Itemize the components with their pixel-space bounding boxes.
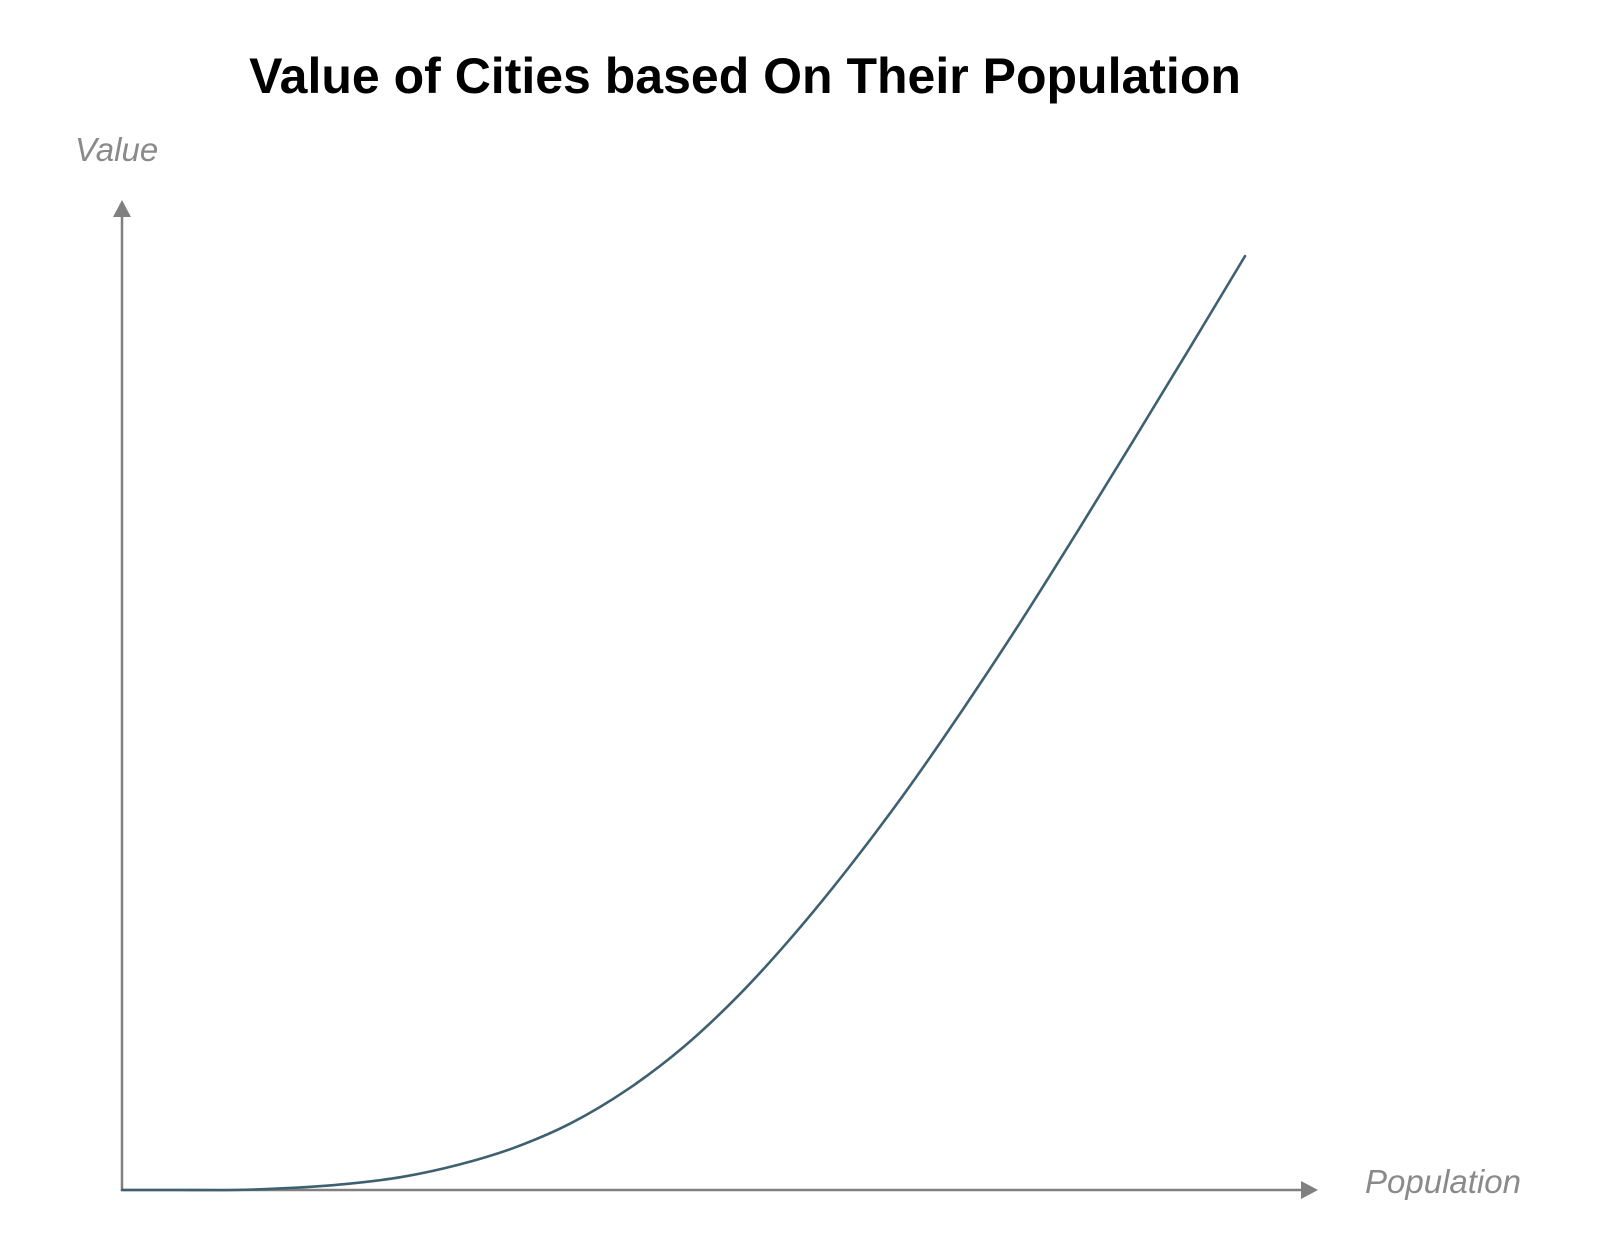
chart-title: Value of Cities based On Their Populatio… (249, 48, 1241, 104)
y-axis-arrow (113, 200, 131, 217)
x-axis-arrow (1301, 1181, 1318, 1199)
axes (113, 200, 1318, 1199)
x-axis-label: Population (1365, 1163, 1521, 1200)
series-group (120, 254, 1247, 1192)
series-line-1 (120, 254, 1247, 1192)
y-axis-label: Value (75, 131, 158, 168)
